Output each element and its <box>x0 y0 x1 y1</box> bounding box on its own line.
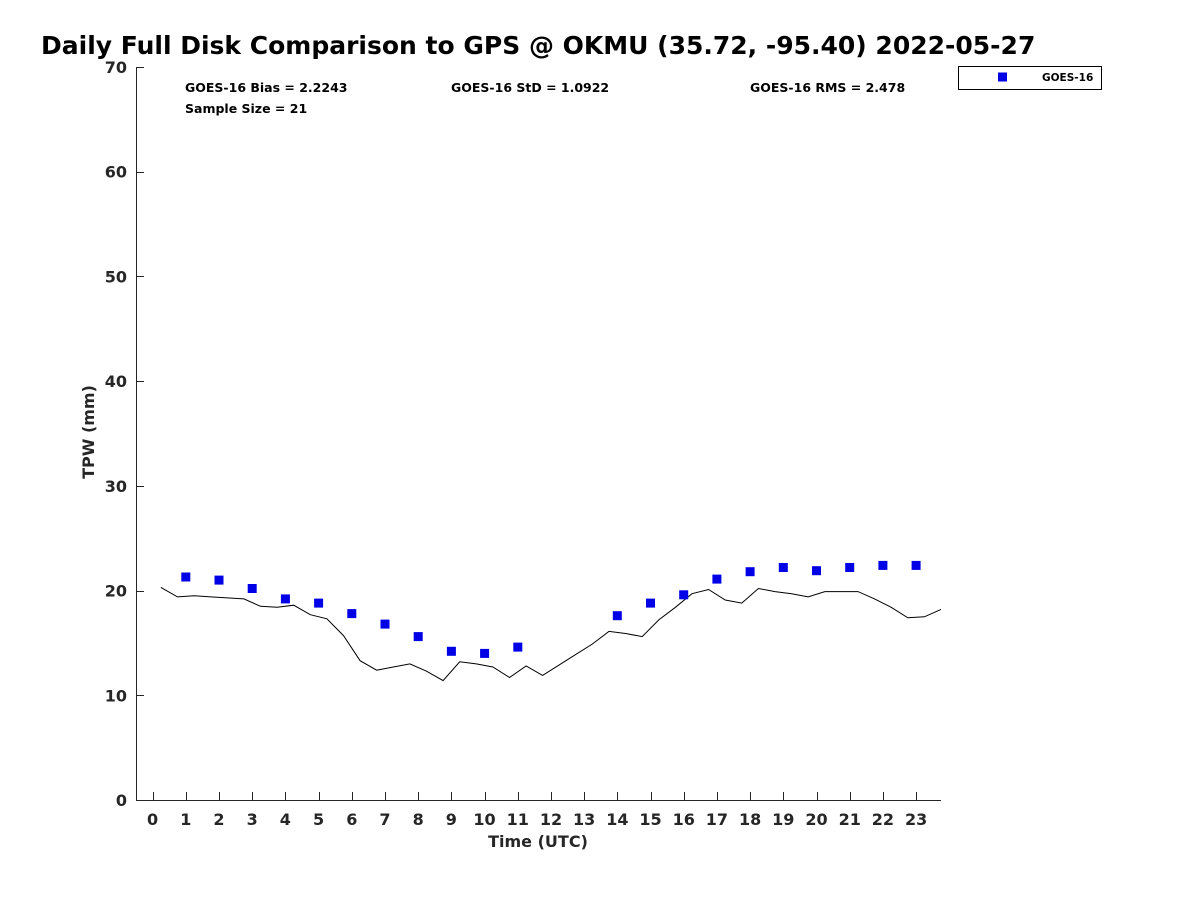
y-tick-label: 10 <box>105 686 127 705</box>
goes16-point <box>778 563 788 572</box>
goes16-point <box>745 567 755 577</box>
y-tick-label: 20 <box>105 582 127 601</box>
x-tick-label: 23 <box>905 810 927 829</box>
x-tick-label: 0 <box>147 810 158 829</box>
x-tick-label: 13 <box>573 810 595 829</box>
y-tick-label: 70 <box>105 58 127 77</box>
goes16-point <box>480 648 490 658</box>
x-tick-label: 11 <box>507 810 529 829</box>
rms-stat: GOES-16 RMS = 2.478 <box>750 80 905 95</box>
goes16-point <box>712 574 722 584</box>
chart-title: Daily Full Disk Comparison to GPS @ OKMU… <box>41 31 1035 60</box>
x-tick-label: 1 <box>180 810 191 829</box>
legend-label-goes16: GOES-16 <box>1042 72 1093 84</box>
goes16-point-series <box>181 560 921 658</box>
goes16-point <box>878 560 888 570</box>
goes16-point <box>679 590 689 600</box>
goes16-point <box>513 642 523 652</box>
goes16-point <box>612 611 622 621</box>
sample-size-stat: Sample Size = 21 <box>185 101 307 116</box>
goes16-point <box>247 584 257 593</box>
goes16-point <box>214 575 224 585</box>
legend: GOES-16 <box>958 66 1102 90</box>
goes16-point <box>911 560 921 570</box>
x-tick-label: 16 <box>673 810 695 829</box>
x-tick-label: 15 <box>639 810 661 829</box>
x-tick-label: 10 <box>473 810 495 829</box>
x-axis-label: Time (UTC) <box>488 832 588 851</box>
x-tick-label: 18 <box>739 810 761 829</box>
x-tick-label: 9 <box>446 810 457 829</box>
goes16-point <box>446 646 456 656</box>
goes16-point <box>280 594 290 604</box>
goes16-point <box>314 598 324 608</box>
legend-box <box>958 66 1102 90</box>
x-tick-label: 14 <box>606 810 628 829</box>
y-tick-label: 30 <box>105 477 127 496</box>
x-tick-label: 2 <box>213 810 224 829</box>
x-tick-label: 19 <box>772 810 794 829</box>
y-tick-label: 40 <box>105 372 127 391</box>
goes16-point <box>413 632 423 642</box>
y-tick-label: 50 <box>105 267 127 286</box>
bias-stat: GOES-16 Bias = 2.2243 <box>185 80 347 95</box>
goes16-point <box>646 598 655 608</box>
legend-marker-goes16 <box>998 72 1007 82</box>
std-stat: GOES-16 StD = 1.0922 <box>451 80 609 95</box>
goes16-point <box>181 572 191 582</box>
gps-line <box>160 586 942 682</box>
x-tick-label: 3 <box>247 810 258 829</box>
x-tick-label: 20 <box>805 810 827 829</box>
x-tick-label: 17 <box>706 810 728 829</box>
goes16-point <box>845 563 855 572</box>
x-tick-label: 21 <box>839 810 861 829</box>
x-tick-label: 12 <box>540 810 562 829</box>
x-tick-label: 4 <box>280 810 291 829</box>
x-tick-label: 5 <box>313 810 324 829</box>
y-axis-label: TPW (mm) <box>79 385 98 479</box>
x-tick-label: 8 <box>413 810 424 829</box>
goes16-point <box>347 609 357 619</box>
gps-line-series <box>160 586 942 682</box>
x-tick-label: 22 <box>872 810 894 829</box>
goes16-point <box>812 566 821 576</box>
x-tick-label: 7 <box>379 810 390 829</box>
y-tick-label: 60 <box>105 163 127 182</box>
y-tick-label: 0 <box>116 791 127 810</box>
goes16-point <box>380 619 390 629</box>
x-tick-label: 6 <box>346 810 357 829</box>
